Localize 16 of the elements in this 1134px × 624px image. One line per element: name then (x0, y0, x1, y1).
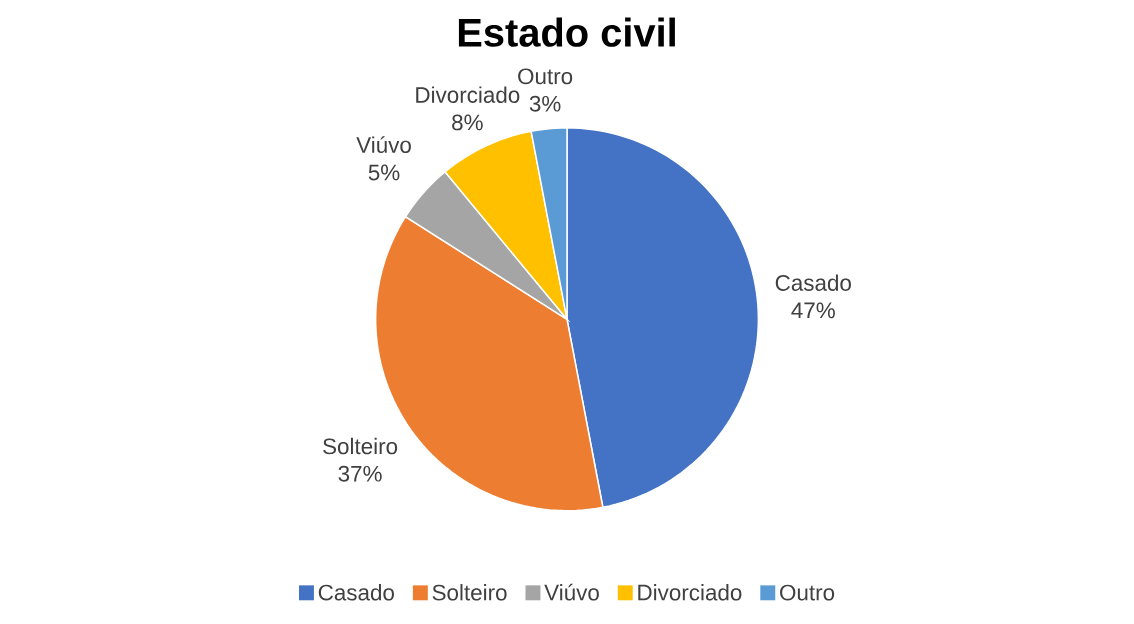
data-label: 5% (368, 164, 400, 181)
data-label: 3% (529, 95, 561, 112)
slice-label: Casado (775, 274, 851, 291)
legend-label: Viúvo (544, 583, 599, 601)
legend-label: Casado (318, 584, 394, 601)
slice-label: Divorciado (416, 86, 520, 103)
legend-label: Solteiro (432, 584, 507, 601)
slice-label: Solteiro (323, 437, 398, 455)
slice-label: Outro (518, 68, 573, 85)
legend-label: Divorciado (638, 584, 742, 601)
data-label: 37% (338, 465, 382, 482)
data-label: 8% (452, 114, 483, 131)
legend-label: Outro (780, 584, 835, 601)
data-label: 47% (791, 302, 835, 319)
slice-label: Viúvo (356, 136, 411, 153)
chart-title: Estado civil (458, 17, 675, 47)
